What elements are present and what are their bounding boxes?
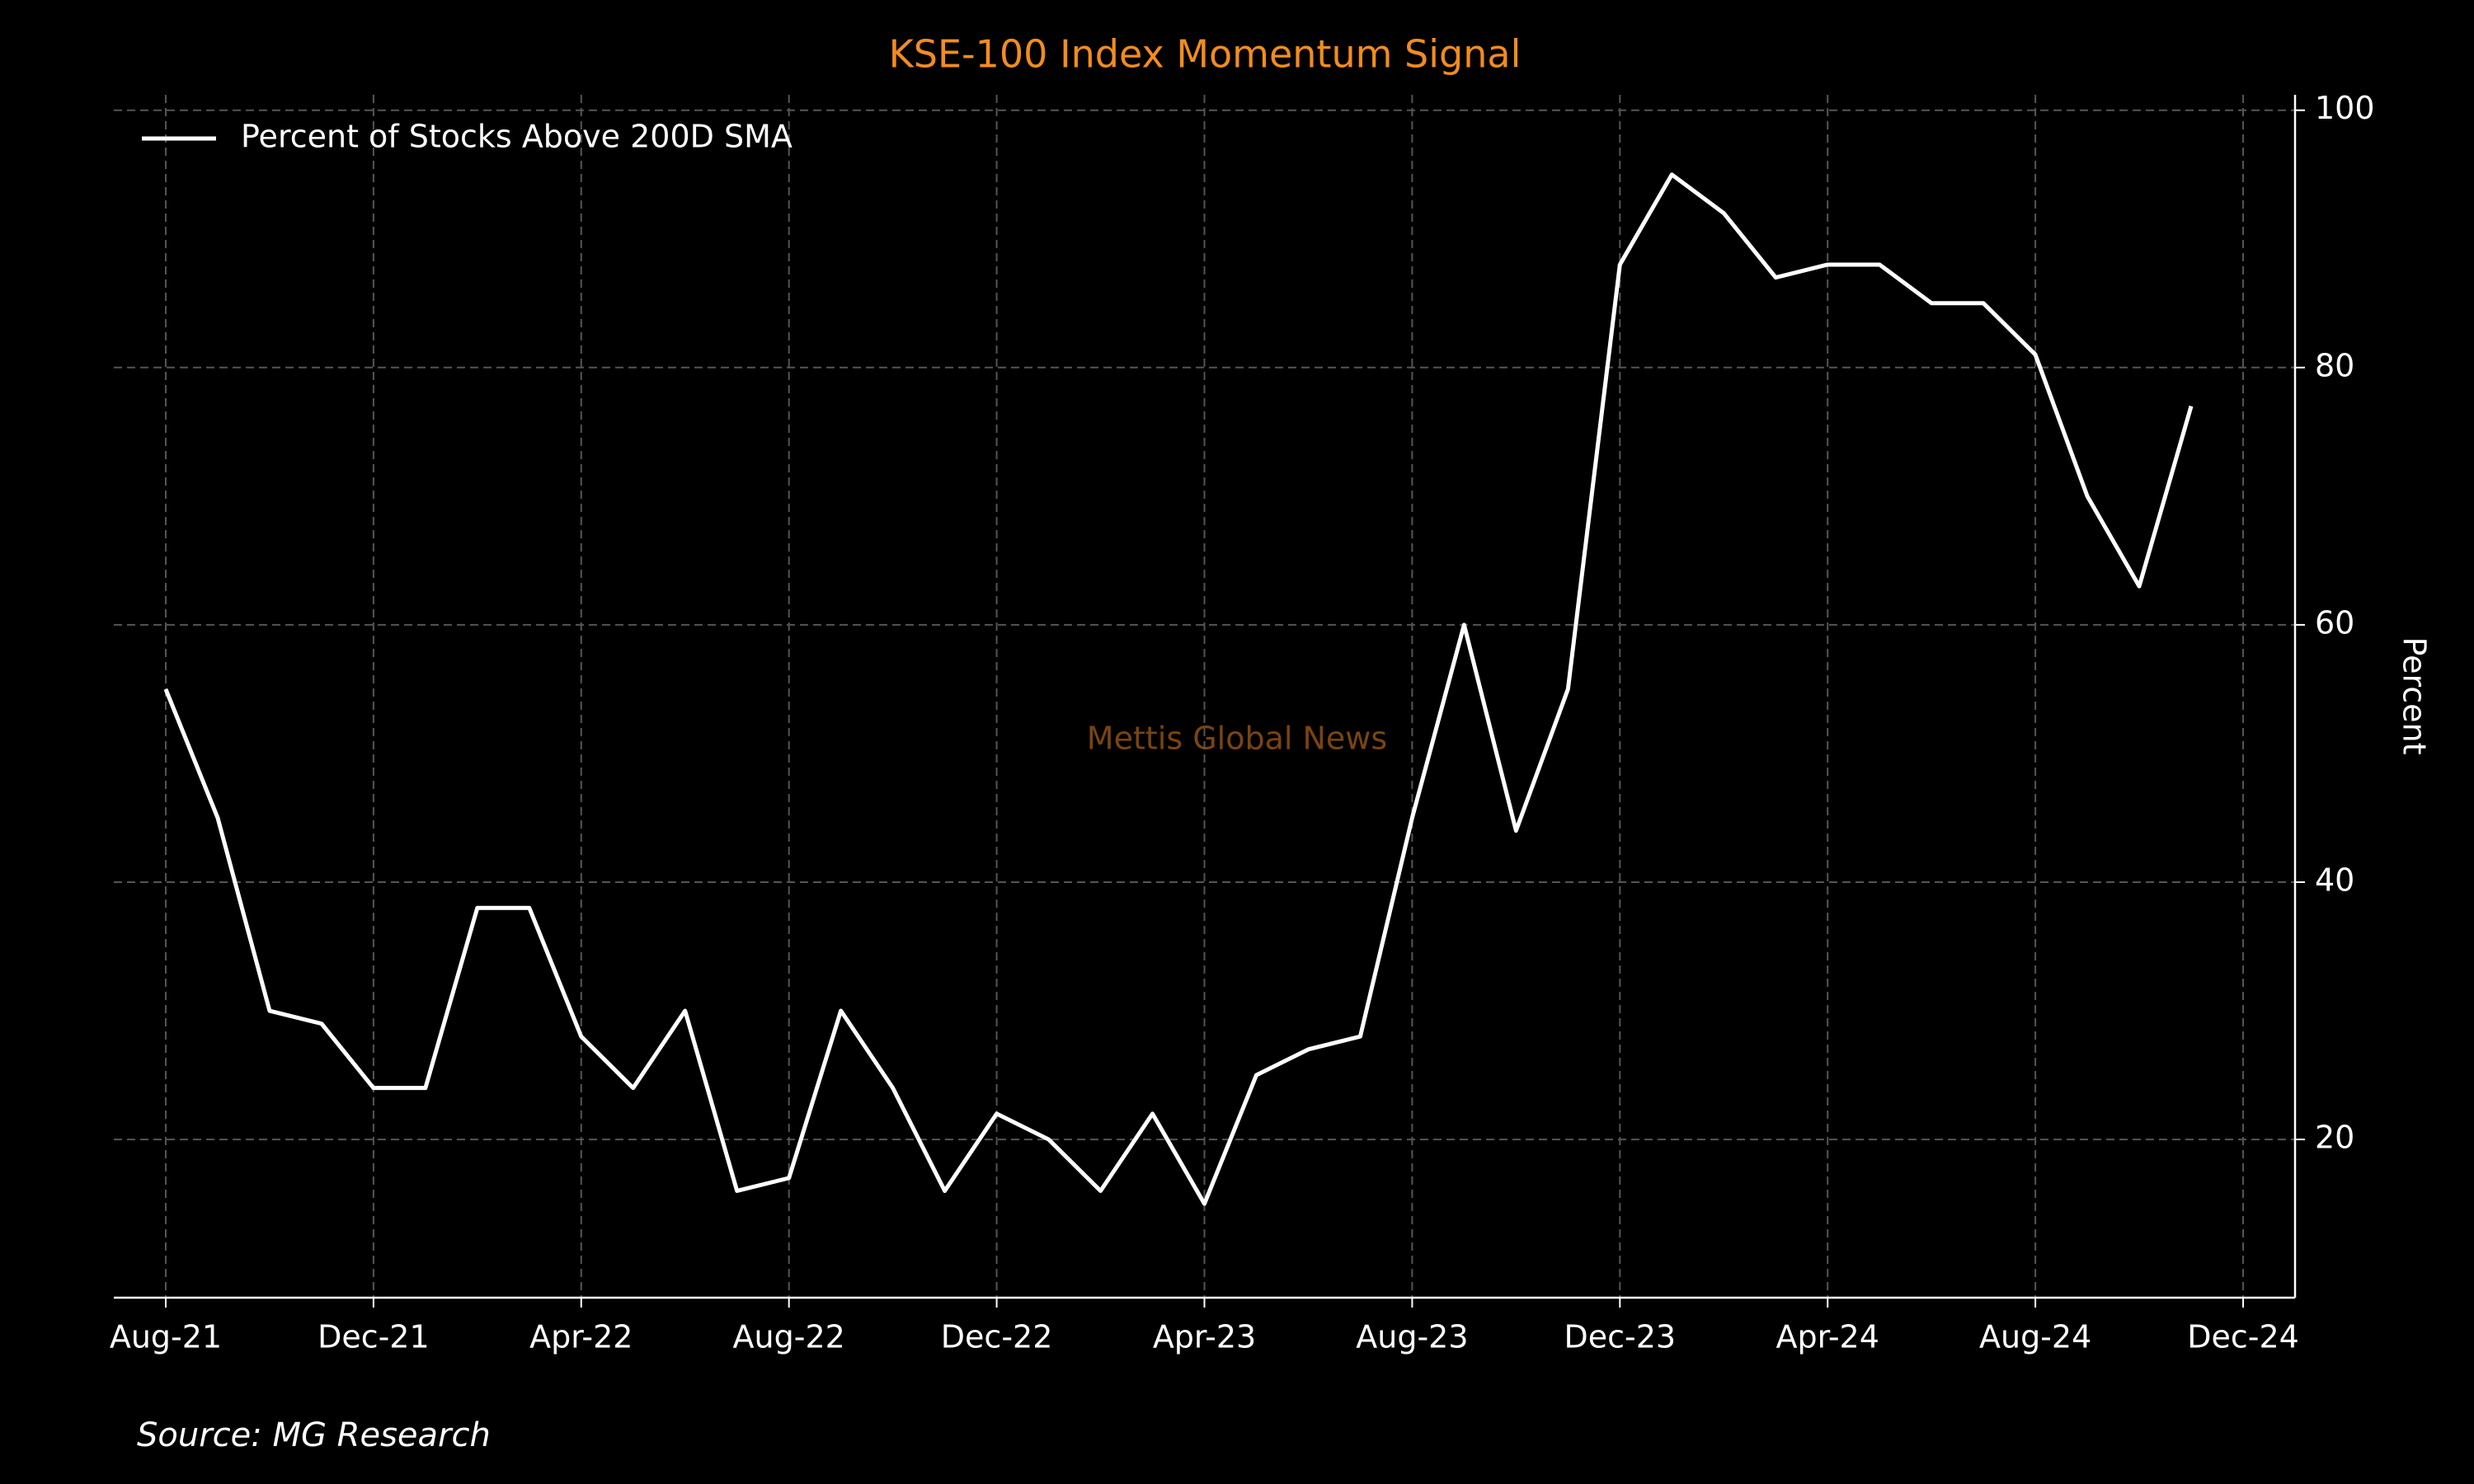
y-axis-label: Percent [2396, 637, 2433, 755]
x-tick-label: Apr-22 [529, 1319, 633, 1355]
x-tick-label: Dec-23 [1564, 1319, 1677, 1355]
x-tick-label: Dec-21 [317, 1319, 430, 1355]
x-tick-label: Aug-22 [733, 1319, 845, 1355]
x-tick-label: Aug-23 [1356, 1319, 1468, 1355]
x-tick-label: Apr-24 [1776, 1319, 1879, 1355]
x-tick-label: Dec-22 [941, 1319, 1053, 1355]
series-line [163, 172, 2194, 1206]
y-tick-label: 60 [2315, 604, 2354, 641]
legend-label: Percent of Stocks Above 200D SMA [241, 119, 793, 155]
y-tick-label: 100 [2315, 90, 2375, 126]
source-note: Source: MG Research [137, 1416, 491, 1454]
y-tick-label: 80 [2315, 347, 2354, 383]
chart-title: KSE-100 Index Momentum Signal [889, 32, 1522, 77]
x-tick-label: Apr-23 [1153, 1319, 1256, 1355]
y-tick-label: 40 [2315, 862, 2354, 898]
x-tick-label: Aug-24 [1979, 1319, 2091, 1355]
y-tick-label: 20 [2315, 1120, 2354, 1156]
x-tick-label: Dec-24 [2187, 1319, 2299, 1355]
x-tick-label: Aug-21 [110, 1319, 222, 1355]
watermark: Mettis Global News [1087, 721, 1387, 757]
